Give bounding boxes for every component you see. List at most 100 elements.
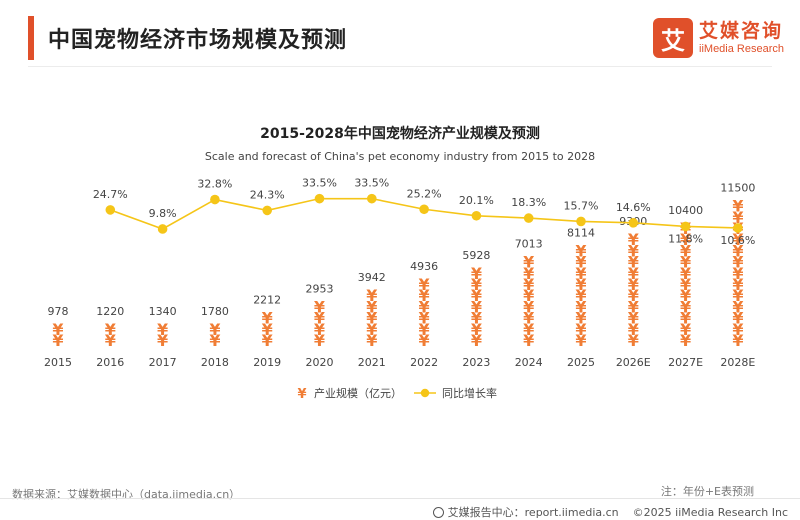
- bar-yuan-glyph: ¥: [471, 264, 482, 283]
- bar-yuan-glyph: ¥: [680, 286, 691, 305]
- bar-yuan-glyph: ¥: [732, 331, 743, 350]
- bar-value-label: 10400: [668, 204, 703, 217]
- growth-rate-label: 20.1%: [459, 194, 494, 207]
- bar-yuan-glyph: ¥: [471, 286, 482, 305]
- logo-text: 艾媒咨询 iiMedia Research: [699, 20, 784, 56]
- bar-yuan-glyph: ¥: [628, 230, 639, 249]
- growth-rate-label: 15.7%: [564, 199, 599, 212]
- copyright: ©2025 iiMedia Research Inc: [632, 505, 788, 519]
- bar-yuan-glyph: ¥: [575, 253, 586, 272]
- iimedia-logo: 艾 艾媒咨询 iiMedia Research: [653, 18, 784, 58]
- growth-rate-label: 18.3%: [511, 196, 546, 209]
- growth-rate-label: 14.6%: [616, 201, 651, 214]
- bar-yuan-glyph: ¥: [523, 275, 534, 294]
- bar-yuan-glyph: ¥: [209, 331, 220, 350]
- x-tick-label: 2020: [306, 356, 334, 369]
- bar-yuan-glyph: ¥: [680, 230, 691, 249]
- growth-rate-point: [733, 223, 743, 233]
- bar-yuan-glyph: ¥: [628, 331, 639, 350]
- footer-divider: [0, 498, 800, 499]
- bar-value-label: 7013: [515, 238, 543, 251]
- bar-yuan-glyph: ¥: [52, 331, 63, 350]
- growth-rate-label: 10.6%: [720, 234, 755, 247]
- legend-bar-icon: ¥: [297, 387, 306, 402]
- bar-yuan-glyph: ¥: [419, 309, 430, 328]
- bar-yuan-glyph: ¥: [732, 253, 743, 272]
- bar-yuan-glyph: ¥: [732, 197, 743, 216]
- bar-yuan-glyph: ¥: [366, 331, 377, 350]
- x-tick-label: 2016: [96, 356, 124, 369]
- globe-icon: [432, 506, 444, 518]
- growth-rate-point: [680, 221, 691, 232]
- bar-yuan-glyph: ¥: [105, 320, 116, 339]
- x-tick-label: 2017: [149, 356, 177, 369]
- bar-yuan-glyph: ¥: [680, 275, 691, 294]
- bar-yuan-glyph: ¥: [628, 264, 639, 283]
- bar-yuan-glyph: ¥: [732, 286, 743, 305]
- bar-yuan-glyph: ¥: [262, 320, 273, 339]
- bar-yuan-glyph: ¥: [419, 320, 430, 339]
- title-accent-bar: [28, 16, 34, 60]
- bar-yuan-glyph: ¥: [471, 297, 482, 316]
- bar-yuan-glyph: ¥: [471, 275, 482, 294]
- data-source: 数据来源：艾媒数据中心（data.iimedia.cn）: [12, 488, 241, 501]
- logo-english-name: iiMedia Research: [699, 43, 784, 55]
- x-tick-label: 2023: [462, 356, 490, 369]
- bar-yuan-glyph: ¥: [157, 320, 168, 339]
- bar-yuan-glyph: ¥: [366, 320, 377, 339]
- bar-yuan-glyph: ¥: [523, 253, 534, 272]
- bar-yuan-glyph: ¥: [366, 309, 377, 328]
- legend-bar-label: 产业规模（亿元）: [314, 386, 402, 400]
- legend-line-marker: [420, 388, 430, 398]
- bar-yuan-glyph: ¥: [471, 320, 482, 339]
- bar-yuan-glyph: ¥: [628, 320, 639, 339]
- growth-rate-point: [157, 224, 168, 234]
- bar-yuan-glyph: ¥: [471, 331, 482, 350]
- growth-rate-point: [367, 193, 377, 204]
- footer-info: 艾媒报告中心：report.iimedia.cn ©2025 iiMedia R…: [432, 504, 788, 520]
- logo-chinese-name: 艾媒咨询: [699, 20, 784, 42]
- bar-yuan-glyph: ¥: [732, 241, 743, 260]
- header-divider: [28, 66, 772, 67]
- growth-rate-label: 11.8%: [668, 232, 703, 245]
- bar-yuan-glyph: ¥: [366, 297, 377, 316]
- bar-yuan-glyph: ¥: [680, 297, 691, 316]
- bar-yuan-glyph: ¥: [523, 264, 534, 283]
- bar-yuan-glyph: ¥: [628, 309, 639, 328]
- bar-yuan-glyph: ¥: [575, 309, 586, 328]
- forecast-note: 注：年份+E表预测: [660, 485, 754, 498]
- bar-yuan-glyph: ¥: [680, 309, 691, 328]
- bar-value-label: 4936: [410, 260, 438, 273]
- bar-value-label: 2212: [253, 294, 281, 307]
- growth-rate-label: 25.2%: [407, 187, 442, 200]
- bar-yuan-glyph: ¥: [575, 241, 586, 260]
- bar-yuan-glyph: ¥: [419, 286, 430, 305]
- bar-yuan-glyph: ¥: [628, 275, 639, 294]
- chart-subtitle: Scale and forecast of China's pet econom…: [205, 150, 595, 163]
- bar-yuan-glyph: ¥: [419, 331, 430, 350]
- bar-value-label: 3942: [358, 271, 386, 284]
- x-tick-label: 2025: [567, 356, 595, 369]
- bar-yuan-glyph: ¥: [523, 309, 534, 328]
- x-tick-label: 2027E: [668, 356, 703, 369]
- bar-yuan-glyph: ¥: [732, 297, 743, 316]
- growth-rate-point: [105, 205, 116, 215]
- bar-yuan-glyph: ¥: [575, 275, 586, 294]
- growth-rate-point: [314, 193, 325, 204]
- bar-yuan-glyph: ¥: [419, 275, 430, 294]
- bar-yuan-glyph: ¥: [523, 331, 534, 350]
- bar-value-label: 1220: [96, 305, 124, 318]
- bar-yuan-glyph: ¥: [732, 208, 743, 227]
- x-tick-label: 2028E: [720, 356, 755, 369]
- bar-yuan-glyph: ¥: [628, 297, 639, 316]
- bar-value-label: 978: [48, 305, 69, 318]
- bar-yuan-glyph: ¥: [680, 320, 691, 339]
- growth-rate-label: 33.5%: [354, 177, 389, 190]
- bar-yuan-glyph: ¥: [523, 297, 534, 316]
- page-title: 中国宠物经济市场规模及预测: [48, 28, 348, 53]
- bar-yuan-glyph: ¥: [523, 320, 534, 339]
- bar-yuan-glyph: ¥: [52, 320, 63, 339]
- bar-yuan-glyph: ¥: [314, 331, 325, 350]
- bar-yuan-glyph: ¥: [732, 275, 743, 294]
- growth-rate-point: [576, 216, 586, 227]
